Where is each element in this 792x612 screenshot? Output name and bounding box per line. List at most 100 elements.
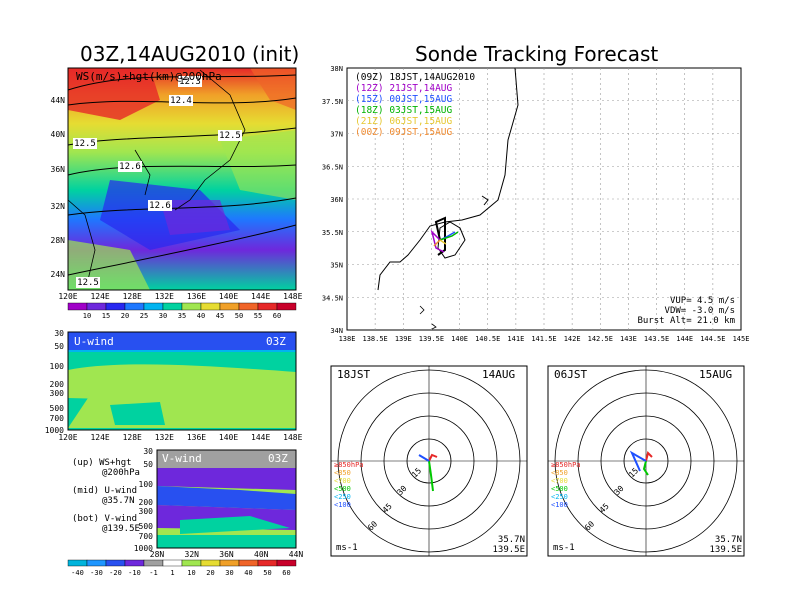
v-pressure-tick: 50 — [143, 460, 153, 469]
hodo1-unit: ms-1 — [336, 543, 358, 553]
v-lat-tick: 44N — [289, 550, 304, 559]
u-lon-tick: 136E — [187, 433, 206, 442]
vup-text: VUP= 4.5 m/s — [669, 296, 735, 306]
bottom-colorbar-label: 50 — [263, 569, 271, 577]
hodo2-loc: 35.7N 139.5E — [707, 535, 742, 555]
track-legend-row: (00Z) 09JST,15AUG — [355, 127, 475, 138]
u-lon-tick: 128E — [123, 433, 142, 442]
contour-label: 12.3 — [179, 77, 201, 87]
colorbar-label: 60 — [273, 312, 281, 320]
note-bot-title: (bot) V-wind — [72, 514, 138, 524]
note-mid-title: (mid) U-wind — [72, 486, 138, 496]
hodograph-trace — [428, 453, 438, 462]
legend-jst: 18JST,14AUG2010 — [383, 72, 476, 83]
track-lon-tick: 138.5E — [362, 335, 387, 343]
colorbar-label: 40 — [197, 312, 205, 320]
track-lat-tick: 34N — [330, 327, 343, 335]
map-lon-tick: 132E — [155, 292, 174, 301]
track-12z — [430, 229, 445, 253]
track-00z — [433, 239, 441, 247]
contour-label-bg — [178, 76, 202, 87]
u-lon-tick: 124E — [90, 433, 109, 442]
track-legend-row: (21Z) 06JST,15AUG — [355, 116, 475, 127]
contour-label-bg — [148, 200, 172, 211]
legend-code: (18Z) — [355, 105, 384, 116]
u-lon-tick: 132E — [155, 433, 174, 442]
map-lat-tick: 24N — [51, 270, 66, 279]
u-pressure-tick: 700 — [50, 414, 65, 423]
track-params: VUP= 4.5 m/s VDW= -3.0 m/s Burst Alt= 21… — [625, 296, 735, 326]
u-pressure-tick: 50 — [54, 342, 64, 351]
bottom-colorbar-label: -20 — [109, 569, 122, 577]
colorbar-label: 10 — [83, 312, 91, 320]
contour-label: 12.5 — [219, 131, 241, 141]
map-label: WS(m/s)+hgt(km)@200hPa — [76, 70, 222, 83]
map-lon-tick: 136E — [187, 292, 206, 301]
note-up-sub: @200hPa — [102, 468, 140, 478]
hodograph-trace — [645, 451, 653, 462]
track-lat-tick: 34.5N — [322, 294, 343, 302]
colorbar-label: 45 — [216, 312, 224, 320]
map-lat-tick: 36N — [51, 165, 66, 174]
note-bot-sub: @139.5E — [102, 524, 140, 534]
u-pressure-tick: 200 — [50, 380, 65, 389]
v-lat-tick: 32N — [185, 550, 200, 559]
track-lat-tick: 35N — [330, 262, 343, 270]
map-lat-tick: 32N — [51, 202, 66, 211]
v-pressure-tick: 30 — [143, 447, 153, 456]
u-pressure-tick: 100 — [50, 362, 65, 371]
u-lon-tick: 144E — [251, 433, 270, 442]
colorbar-label: 20 — [121, 312, 129, 320]
hodograph-level-label: ≥850hPa — [551, 461, 581, 469]
colorbar-label: 35 — [178, 312, 186, 320]
u-pressure-tick: 500 — [50, 404, 65, 413]
bottom-colorbar-label: 1 — [170, 569, 174, 577]
map-lon-tick: 124E — [90, 292, 109, 301]
map-lon-tick: 120E — [58, 292, 77, 301]
contour-label-bg — [73, 138, 97, 149]
hodo1-date: 14AUG — [482, 368, 516, 381]
v-pressure-tick: 500 — [139, 522, 154, 531]
legend-jst: 06JST,15AUG — [383, 116, 453, 127]
bottom-colorbar-label: 40 — [244, 569, 252, 577]
u-pressure-tick: 1000 — [45, 426, 64, 435]
track-lon-tick: 141.5E — [531, 335, 556, 343]
hodograph-level-label: <100 — [551, 501, 568, 509]
track-lon-tick: 138E — [339, 335, 356, 343]
hodograph-level-label: ≥850hPa — [334, 461, 364, 469]
hodo1-loc: 35.7N 139.5E — [490, 535, 525, 555]
v-time: 03Z — [268, 452, 288, 465]
map-lon-tick: 128E — [123, 292, 142, 301]
map-lat-tick: 40N — [51, 130, 66, 139]
hodo2-unit: ms-1 — [553, 543, 575, 553]
legend-jst: 21JST,14AUG — [383, 83, 453, 94]
u-pressure-tick: 30 — [54, 329, 64, 338]
vdw-text: VDW= -3.0 m/s — [664, 306, 735, 316]
contour-label-bg — [118, 161, 142, 172]
map-lon-tick: 148E — [283, 292, 302, 301]
note-mid-sub: @35.7N — [102, 496, 135, 506]
track-lon-tick: 143.5E — [644, 335, 669, 343]
hodo1-time: 18JST — [337, 368, 371, 381]
track-lon-tick: 140E — [451, 335, 468, 343]
hodo1-lat: 35.7N — [497, 535, 525, 545]
bottom-colorbar-label: -10 — [128, 569, 141, 577]
colorbar-label: 50 — [235, 312, 243, 320]
legend-code: (15Z) — [355, 94, 384, 105]
legend-jst: 00JST,15AUG — [383, 94, 453, 105]
v-lat-tick: 28N — [150, 550, 165, 559]
contour-label-bg — [76, 277, 100, 288]
contour-label: 12.5 — [77, 278, 99, 288]
contour-label: 12.6 — [149, 201, 171, 211]
bottom-colorbar-label: 20 — [206, 569, 214, 577]
contour-label: 12.5 — [74, 139, 96, 149]
map-lat-tick: 28N — [51, 236, 66, 245]
left-title: 03Z,14AUG2010 (init) — [80, 42, 300, 66]
bottom-colorbar-label: -30 — [90, 569, 103, 577]
hodograph-level-label: <700 — [551, 477, 568, 485]
hodograph-trace — [428, 460, 434, 492]
